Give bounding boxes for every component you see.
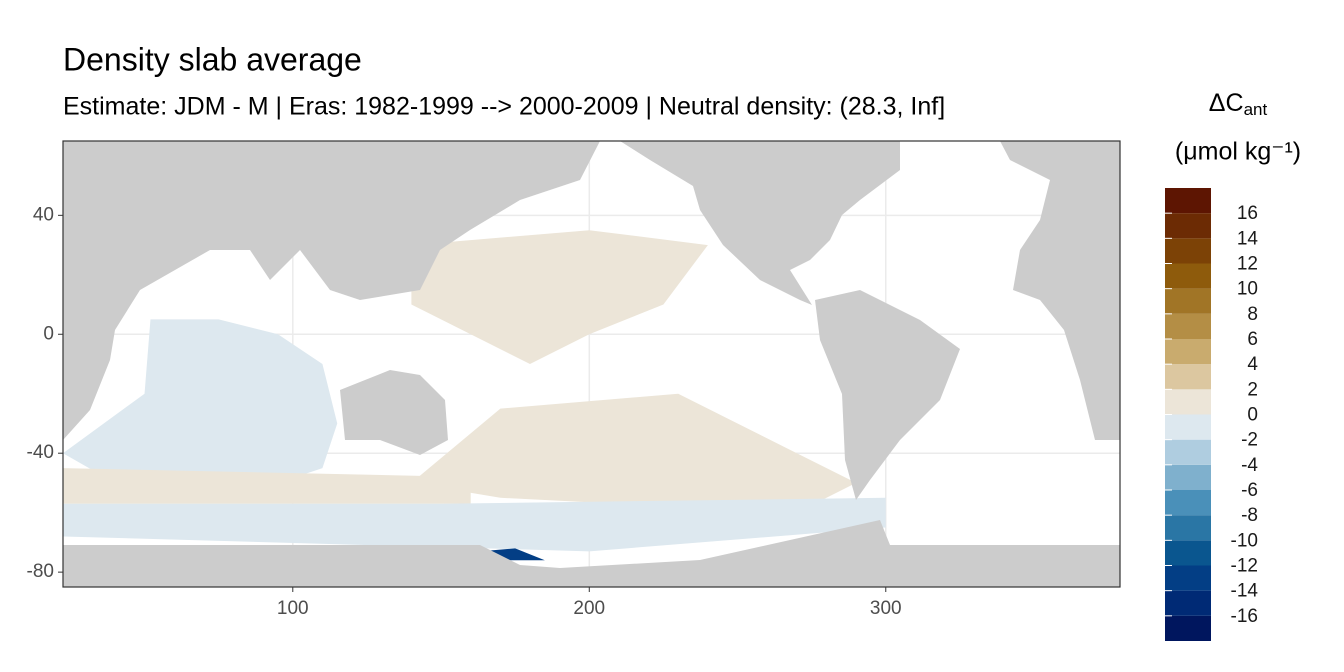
land-europe-africa [1000,141,1120,440]
legend-color-box [1165,213,1211,239]
region [63,468,471,504]
legend-tick-label: -14 [1231,581,1259,602]
region [63,497,886,552]
land-north-america [620,141,900,305]
legend-color-box [1165,389,1211,415]
legend-color-box [1165,288,1211,314]
legend-tick-label: 2 [1247,379,1258,400]
legend-color-box [1165,540,1211,566]
legend-tick-label: 16 [1237,203,1258,224]
legend-tick-label: -10 [1231,530,1258,551]
land-eurasia-africa [63,141,600,440]
y-tick-label: -40 [27,442,54,463]
legend-tick-label: 10 [1237,279,1258,300]
y-tick-label: 40 [33,204,54,225]
legend-color-box [1165,364,1211,390]
legend-color-box [1165,590,1211,616]
legend-color-box [1165,565,1211,591]
legend-color-box [1165,490,1211,516]
land-south-america [815,290,960,500]
legend-color-box [1165,339,1211,365]
legend-color-box [1165,615,1211,641]
legend-color-box [1165,188,1211,214]
legend-tick-label: 12 [1237,254,1258,275]
x-tick-label: 100 [277,598,309,619]
legend-color-box [1165,238,1211,264]
chart-subtitle: Estimate: JDM - M | Eras: 1982-1999 --> … [63,93,945,121]
y-tick-label: 0 [43,323,54,344]
legend-tick-label: -2 [1241,430,1258,451]
legend: ΔCant (μmol kg⁻¹) 16 14 12 10 8 6 4 2 0 -2 -4 -6 -8 -… [1165,89,1301,641]
land-antarctica [63,520,1120,587]
x-tick-label: 300 [870,598,902,619]
land [63,141,1120,587]
legend-color-box [1165,515,1211,541]
regions [63,230,886,561]
legend-tick-label: 4 [1247,354,1258,375]
region [63,319,338,498]
y-tick-label: -80 [27,561,54,582]
legend-color-box [1165,263,1211,289]
legend-tick-label: -6 [1241,480,1258,501]
panel-border [62,140,1121,588]
legend-tick-label: 6 [1247,329,1258,350]
legend-unit: (μmol kg⁻¹) [1175,138,1301,166]
legend-tick-label: -8 [1241,505,1258,526]
legend-color-box [1165,313,1211,339]
legend-tick-label: 0 [1247,405,1258,426]
legend-title-main: ΔC [1209,89,1244,117]
legend-tick-label: 14 [1237,228,1259,249]
legend-color-box [1165,464,1211,490]
legend-tick-label: -4 [1241,455,1258,476]
region [411,230,708,364]
chart-title: Density slab average [63,41,362,77]
legend-tick-label: -12 [1231,556,1258,577]
legend-color-box [1165,414,1211,440]
legend-tick-label: 8 [1247,304,1258,325]
legend-tick-label: -16 [1231,606,1258,627]
region [411,393,857,513]
land-australia [340,370,448,455]
legend-title: ΔCant [1209,89,1268,120]
legend-color-box [1165,439,1211,465]
x-tick-label: 200 [573,598,605,619]
legend-title-subscript: ant [1244,100,1268,119]
